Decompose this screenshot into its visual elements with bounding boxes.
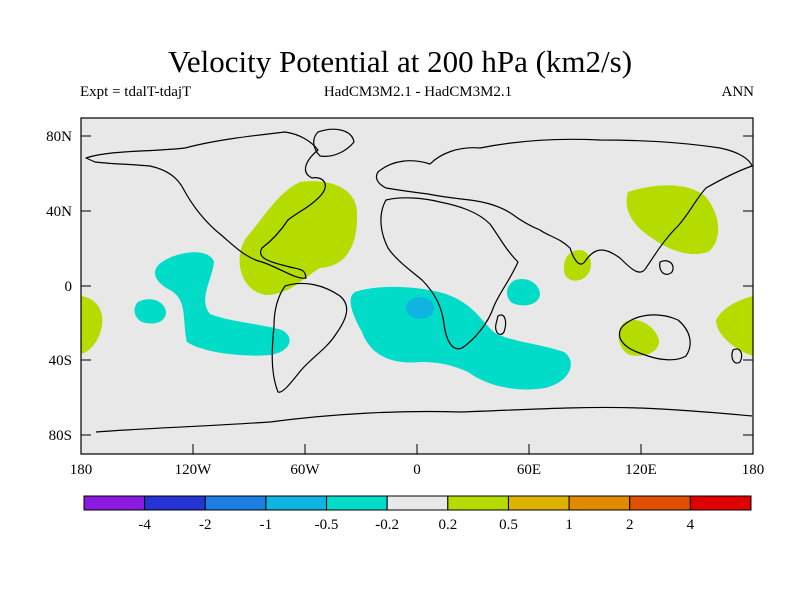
lon-label-120e: 120E xyxy=(625,462,657,478)
lon-label-180-right: 180 xyxy=(742,462,765,478)
colorbar-swatch xyxy=(447,495,509,511)
australia-coastline xyxy=(618,314,691,361)
colorbar-label: -4 xyxy=(138,517,151,533)
africa-coastline xyxy=(380,197,519,350)
colorbar-swatch xyxy=(689,495,752,511)
colorbar-label: 4 xyxy=(687,517,695,533)
south-atlantic-negative-region xyxy=(350,286,571,390)
antarctica-coastline xyxy=(95,406,753,433)
colorbar-swatch xyxy=(204,495,267,511)
lon-label-60e: 60E xyxy=(517,462,541,478)
colorbar-label: 2 xyxy=(626,517,634,533)
australia-positive-region xyxy=(618,320,660,356)
negative-anomaly-regions xyxy=(134,252,571,390)
new-zealand-coastline xyxy=(731,348,743,364)
lon-label-180-left: 180 xyxy=(70,462,93,478)
coastlines xyxy=(85,128,753,433)
colorbar-label: -2 xyxy=(199,517,212,533)
experiment-label: Expt = tdalT-tdajT xyxy=(80,84,192,100)
south-america-coastline xyxy=(271,282,348,393)
western-pacific-positive-region xyxy=(81,296,103,354)
map-title: Velocity Potential at 200 hPa (km2/s) xyxy=(167,44,633,79)
colorbar-swatch xyxy=(629,495,691,511)
madagascar-coastline xyxy=(495,314,507,336)
greenland-coastline xyxy=(313,128,355,157)
colorbar-swatch xyxy=(265,495,328,511)
north-atlantic-positive-region xyxy=(239,181,358,295)
colorbar-label: -0.2 xyxy=(375,517,399,533)
model-label: HadCM3M2.1 - HadCM3M2.1 xyxy=(323,84,513,100)
colorbar-swatch xyxy=(507,495,570,511)
colorbar: -4 -2 -1 -0.5 -0.2 0.2 0.5 1 2 4 xyxy=(83,495,752,533)
season-label: ANN xyxy=(721,84,755,100)
lat-label-80n: 80N xyxy=(46,129,72,145)
colorbar-label: 0.2 xyxy=(438,517,457,533)
lat-label-40n: 40N xyxy=(46,204,72,220)
colorbar-swatch xyxy=(568,495,631,511)
colorbar-swatch xyxy=(386,495,449,511)
north-america-coastline xyxy=(85,131,326,279)
southeast-asia-islands-coastline xyxy=(659,260,674,275)
lon-label-0: 0 xyxy=(413,462,421,478)
axis-ticks xyxy=(81,135,753,454)
colorbar-label: 1 xyxy=(565,517,573,533)
lon-label-60w: 60W xyxy=(290,462,320,478)
colorbar-swatch xyxy=(144,495,206,511)
lon-label-120w: 120W xyxy=(175,462,213,478)
lat-label-0: 0 xyxy=(65,279,73,295)
colorbar-swatch xyxy=(83,495,146,511)
lat-label-80s: 80S xyxy=(49,428,72,444)
east-pacific-negative-region xyxy=(155,252,290,356)
southwest-pacific-positive-region xyxy=(716,296,753,356)
colorbar-label: -0.5 xyxy=(315,517,339,533)
lat-label-40s: 40S xyxy=(49,353,72,369)
indian-ocean-negative-region xyxy=(506,278,540,306)
colorbar-swatch xyxy=(326,495,388,511)
colorbar-label: -1 xyxy=(260,517,273,533)
eurasia-coastline xyxy=(375,138,753,273)
central-pacific-negative-region xyxy=(134,299,166,324)
india-positive-region xyxy=(563,250,591,281)
south-atlantic-minimum-region xyxy=(406,297,434,319)
colorbar-label: 0.5 xyxy=(499,517,518,533)
